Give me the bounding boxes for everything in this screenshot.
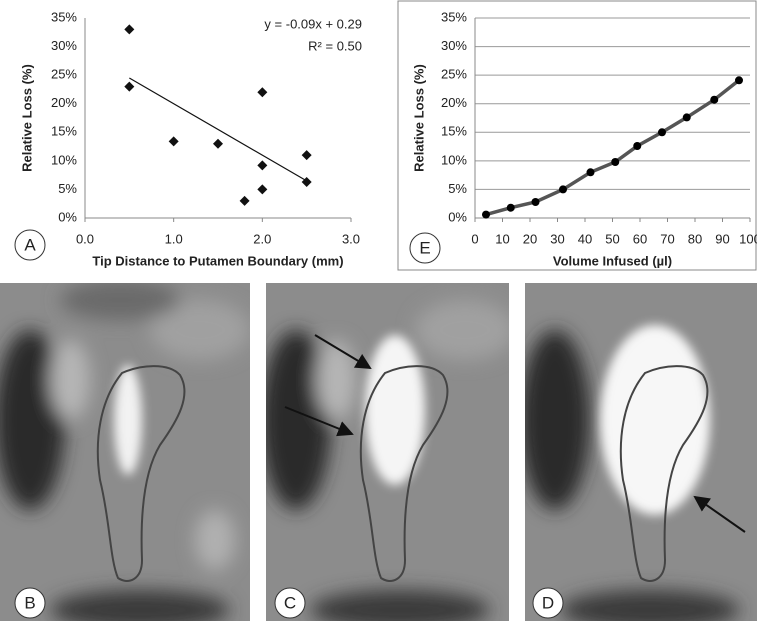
annotation: y = -0.09x + 0.29: [264, 16, 362, 31]
panel-label-circle: [409, 232, 441, 264]
y-tick-label: 35%: [51, 9, 77, 24]
y-tick-label: 20%: [441, 95, 467, 110]
y-tick-label: 5%: [448, 181, 467, 196]
line: [485, 78, 741, 217]
y-tick-label: 15%: [441, 124, 467, 139]
data-point: [559, 185, 567, 194]
data-point: [301, 150, 312, 161]
x-tick-label: 30: [550, 231, 564, 246]
data-point: [257, 184, 268, 195]
y-tick-label: 25%: [51, 67, 77, 82]
data-point: [257, 160, 268, 171]
data-point: [482, 210, 490, 219]
data-point: [213, 138, 223, 149]
data-point: [506, 203, 515, 212]
data-point: [611, 158, 620, 166]
x-tick-label: 60: [633, 231, 647, 246]
y-axis-title: Relative Loss (%): [19, 64, 34, 172]
data-point: [658, 128, 666, 137]
panel-label-text: D: [542, 593, 554, 612]
data-point: [168, 136, 179, 147]
data-point: [682, 113, 691, 122]
y-tick-label: 10%: [441, 152, 467, 167]
x-axis-title: Tip Distance to Putamen Boundary (mm): [92, 253, 343, 268]
y-tick-label: 30%: [51, 38, 77, 53]
data-point: [301, 177, 312, 187]
x-tick-label: 2.0: [253, 231, 271, 246]
y-axis-title: Relative Loss (%): [411, 64, 426, 172]
panel-label: E: [419, 238, 430, 257]
x-tick-label: 90: [715, 231, 729, 246]
y-tick-label: 20%: [51, 95, 77, 110]
data-point: [239, 195, 250, 206]
data-point: [124, 81, 135, 92]
panel-frame: [397, 0, 757, 271]
y-tick-label: 35%: [441, 9, 467, 24]
x-tick-label: 3.0: [342, 231, 360, 246]
trendline: [129, 77, 307, 182]
panel-label-circle: [14, 229, 46, 261]
x-tick-label: 20: [523, 231, 537, 246]
x-tick-label: 70: [660, 231, 674, 246]
data-point: [735, 76, 743, 85]
y-tick-label: 15%: [51, 124, 77, 139]
x-tick-label: 80: [688, 231, 702, 246]
data-point: [257, 87, 268, 98]
x-tick-label: 1.0: [165, 231, 183, 246]
x-axis-title: Volume Infused (µl): [553, 253, 672, 268]
y-tick-label: 30%: [441, 38, 467, 53]
x-tick-label: 0.0: [76, 231, 94, 246]
mri-image: [525, 283, 757, 621]
y-tick-label: 25%: [441, 67, 467, 82]
y-tick-label: 0%: [58, 209, 77, 224]
y-tick-label: 10%: [51, 152, 77, 167]
annotation: R² = 0.50: [308, 38, 362, 53]
x-tick-label: 40: [578, 231, 592, 246]
x-tick-label: 100: [739, 231, 757, 246]
panel-label: A: [24, 235, 36, 254]
data-point: [586, 168, 595, 177]
data-point: [633, 142, 642, 150]
data-point: [531, 198, 540, 206]
data-point: [710, 95, 719, 104]
x-tick-label: 0: [471, 231, 478, 246]
panel-label: B C D: [14, 587, 564, 619]
y-tick-label: 5%: [58, 181, 77, 196]
panel-label-text: B: [24, 593, 35, 612]
data-point: [124, 24, 135, 35]
y-tick-label: 0%: [448, 209, 467, 224]
panel-label-text: C: [284, 593, 296, 612]
mri-image: [266, 283, 509, 621]
mri-image: [0, 283, 250, 621]
x-tick-label: 10: [495, 231, 509, 246]
x-tick-label: 50: [605, 231, 619, 246]
